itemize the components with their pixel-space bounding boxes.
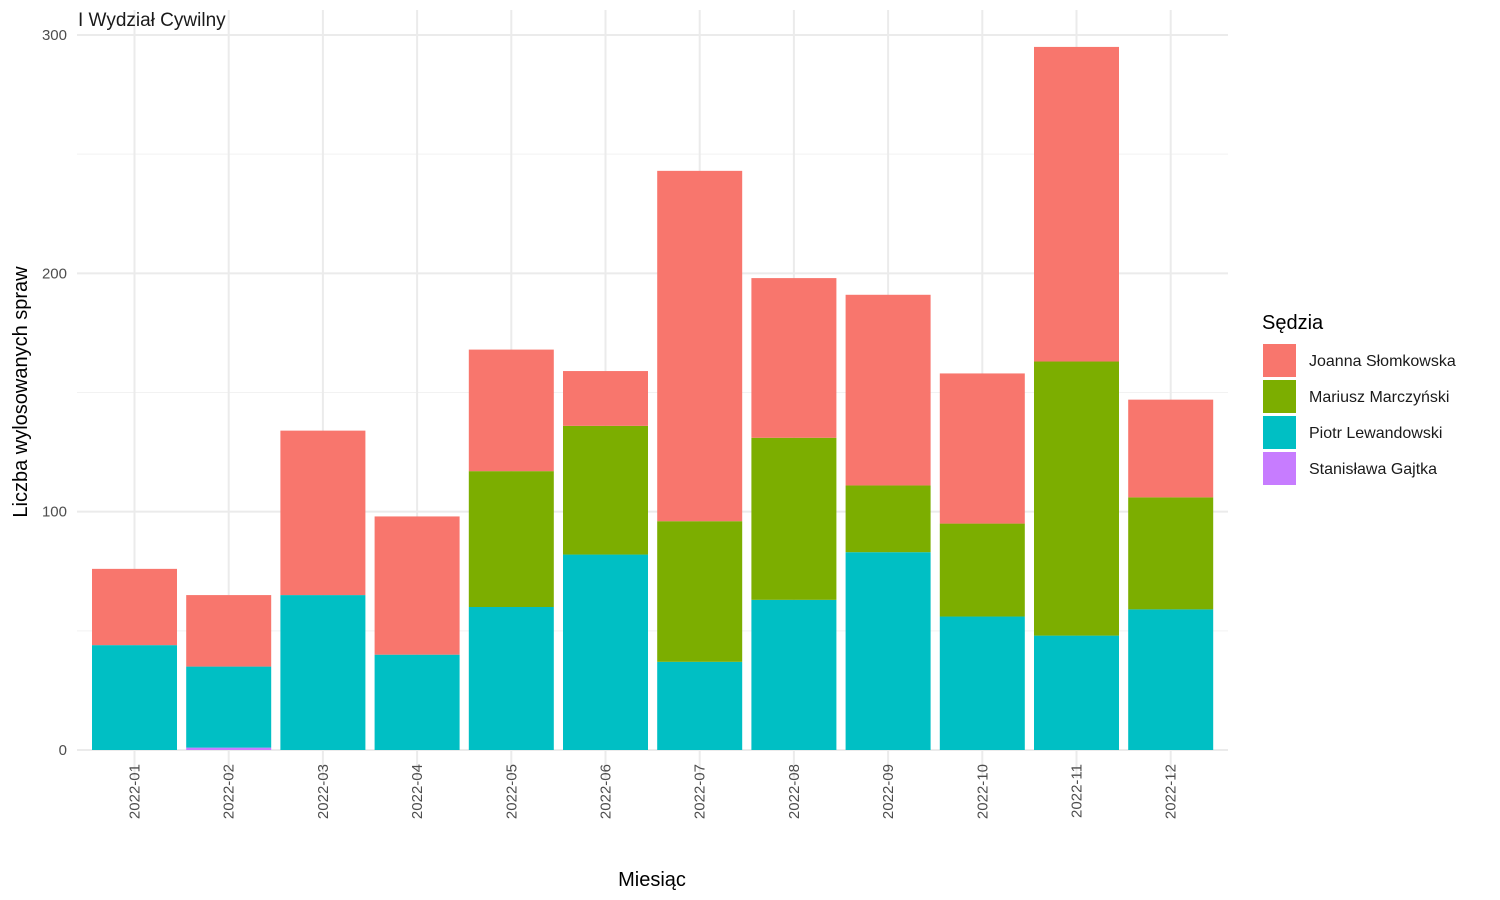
x-tick-label: 2022-01 [127,764,144,819]
bar-segment [845,552,931,750]
chart-title: I Wydział Cywilny [78,10,226,31]
y-axis-title: Liczba wylosowanych spraw [10,266,32,518]
legend-key [1263,452,1296,485]
bar-segment [563,425,648,555]
bar-segment [1128,497,1214,610]
bar-segment [845,294,931,486]
bar-segment [186,666,272,748]
bar-segment [186,595,272,667]
x-tick-label: 2022-05 [503,764,520,819]
bars [92,46,1214,750]
x-axis-title: Miesiąc [618,869,686,891]
legend-key [1263,416,1296,449]
legend-key [1263,380,1296,413]
bar-segment [751,599,837,750]
bar-segment [845,485,931,553]
x-tick-label: 2022-12 [1163,764,1180,819]
bar-segment [657,170,743,522]
bar-segment [657,521,743,662]
x-tick-labels: 2022-01 2022-02 2022-03 2022-04 2022-05 2022-… [127,764,1180,819]
x-tick-label: 2022-07 [692,764,709,819]
legend-title: Sędzia [1262,312,1324,334]
y-tick-label: 0 [59,742,67,759]
legend-label: Joanna Słomkowska [1309,353,1456,370]
bar-segment [468,349,554,472]
bar-segment [751,437,837,600]
bar-segment [468,471,554,607]
bar-segment [1034,46,1119,362]
bar-segment [92,645,177,750]
bar-segment [563,554,648,750]
bar-segment [1128,609,1214,750]
bar-segment [186,747,272,750]
legend-label: Stanisława Gajtka [1309,461,1437,478]
x-tick-label: 2022-02 [221,764,238,819]
x-tick-label: 2022-11 [1069,764,1086,818]
legend: Sędzia Joanna Słomkowska Mariusz Marczyńs… [1262,312,1456,485]
bar-segment [280,430,366,596]
bar-segment [939,523,1025,617]
legend-label: Piotr Lewandowski [1309,425,1442,442]
bar-segment [374,654,460,750]
x-tick-label: 2022-08 [786,764,803,819]
x-tick-label: 2022-04 [409,764,426,819]
y-tick-label: 200 [42,265,67,282]
bar-segment [939,373,1025,524]
bar-segment [280,595,366,750]
legend-label: Mariusz Marczyński [1309,389,1449,406]
x-tick-label: 2022-06 [598,764,615,819]
y-tick-labels: 0 100 200 300 [42,27,67,759]
bar-segment [1034,635,1119,750]
x-tick-label: 2022-09 [880,764,897,819]
y-tick-label: 100 [42,504,67,521]
bar-segment [468,607,554,750]
bar-segment [939,616,1025,750]
bar-segment [374,516,460,655]
bar-segment [563,371,648,426]
bar-segment [657,661,743,750]
legend-key [1263,344,1296,377]
y-tick-label: 300 [42,27,67,44]
bar-segment [92,568,177,646]
x-tick-label: 2022-10 [974,764,991,819]
bar-segment [1128,399,1214,498]
x-tick-label: 2022-03 [315,764,332,819]
bar-segment [1034,361,1119,636]
bar-segment [751,278,837,438]
